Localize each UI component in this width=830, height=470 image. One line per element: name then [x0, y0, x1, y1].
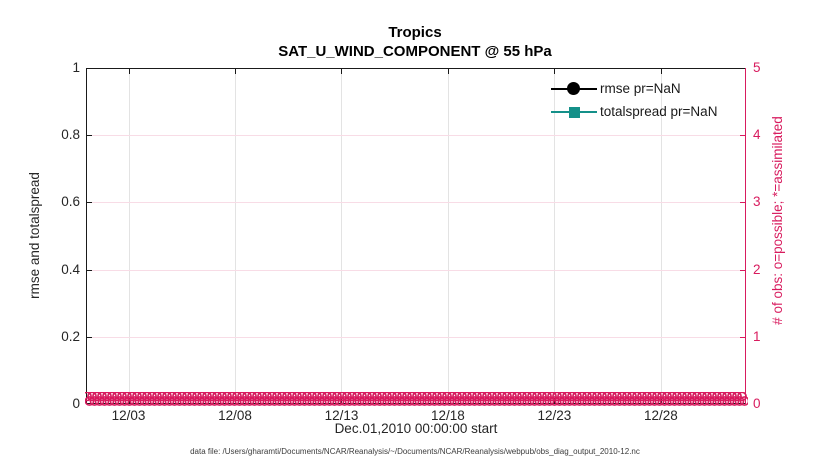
- x-gridline: [660, 68, 662, 404]
- totalspread-square-marker-icon: [568, 106, 580, 118]
- left-y-tick-label: 0.6: [61, 194, 80, 210]
- y-tick-left: [86, 269, 92, 271]
- right-y-tick-label: 1: [753, 328, 761, 344]
- x-tick-top: [235, 68, 237, 74]
- chart-subtitle: SAT_U_WIND_COMPONENT @ 55 hPa: [278, 43, 552, 60]
- x-tick-top: [341, 68, 343, 74]
- y-gridline: [86, 202, 746, 204]
- rmse-line-marker-icon: [551, 82, 597, 96]
- data-file-caption: data file: /Users/gharamti/Documents/NCA…: [190, 447, 640, 456]
- axis-right: [744, 68, 746, 404]
- left-y-tick-label: 0.8: [61, 127, 80, 143]
- x-tick-label: 12/23: [537, 408, 572, 423]
- chart-title: Tropics: [388, 24, 442, 41]
- y-gridline: [86, 269, 746, 271]
- legend: rmse pr=NaN totalspread pr=NaN: [551, 77, 717, 123]
- y-tick-right: [740, 269, 746, 271]
- x-tick-label: 12/13: [324, 408, 359, 423]
- x-tick-label: 12/03: [111, 408, 146, 423]
- x-tick-top: [554, 68, 556, 74]
- x-tick-label: 12/18: [431, 408, 465, 423]
- obs-possible-marker-band: [85, 392, 748, 406]
- axis-left: [86, 68, 88, 404]
- right-y-tick-label: 3: [753, 194, 761, 210]
- y-tick-left: [86, 336, 92, 338]
- left-y-axis-label: rmse and totalspread: [26, 171, 42, 299]
- x-tick-label: 12/08: [218, 408, 252, 423]
- x-tick-label: 12/28: [643, 408, 678, 423]
- axis-top: [86, 68, 746, 70]
- x-tick-top: [128, 68, 130, 74]
- x-tick-top: [660, 68, 662, 74]
- left-y-tick-label: 0.2: [61, 328, 80, 344]
- left-y-tick-label: 1: [72, 60, 80, 75]
- x-gridline: [128, 68, 130, 404]
- y-gridline: [86, 336, 746, 338]
- x-tick-top: [447, 68, 449, 74]
- legend-item-rmse: rmse pr=NaN: [551, 77, 717, 100]
- legend-label-totalspread: totalspread pr=NaN: [600, 104, 718, 119]
- y-tick-left: [86, 202, 92, 204]
- rmse-circle-marker-icon: [567, 82, 580, 95]
- right-y-tick-label: 2: [753, 261, 761, 277]
- left-y-tick-label: 0: [72, 396, 80, 411]
- right-y-tick-label: 4: [753, 127, 761, 143]
- right-y-tick-label: 0: [753, 396, 761, 411]
- x-gridline: [447, 68, 449, 404]
- x-axis-label: Dec.01,2010 00:00:00 start: [334, 421, 498, 436]
- y-tick-left: [86, 135, 92, 137]
- y-tick-right: [740, 135, 746, 137]
- totalspread-line-marker-icon: [551, 105, 597, 119]
- legend-label-rmse: rmse pr=NaN: [600, 81, 681, 96]
- y-tick-right: [740, 336, 746, 338]
- y-tick-right: [740, 202, 746, 204]
- y-gridline: [86, 135, 746, 137]
- legend-item-totalspread: totalspread pr=NaN: [551, 100, 717, 123]
- x-gridline: [554, 68, 556, 404]
- x-gridline: [341, 68, 343, 404]
- x-gridline: [235, 68, 237, 404]
- left-y-tick-label: 0.4: [61, 261, 80, 277]
- right-y-tick-label: 5: [753, 60, 761, 75]
